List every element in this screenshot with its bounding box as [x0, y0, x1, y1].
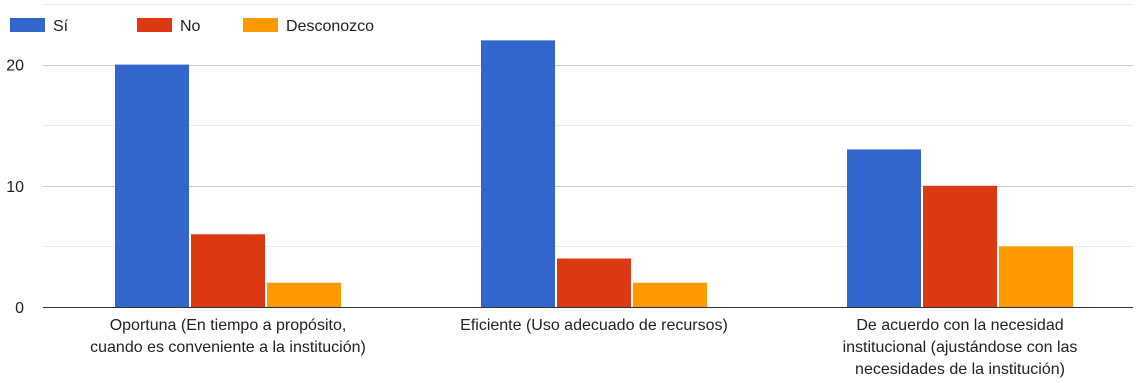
- legend-item-no[interactable]: No: [137, 18, 201, 35]
- y-tick-label: 20: [6, 58, 24, 75]
- category-label: De acuerdo con la necesidad: [856, 317, 1063, 334]
- legend-label: No: [180, 18, 201, 35]
- bar-sí: [115, 64, 189, 307]
- y-tick-label: 0: [15, 300, 24, 317]
- bar-sí: [847, 149, 921, 307]
- bar-desconozco: [633, 282, 707, 307]
- legend-label: Desconozco: [286, 18, 374, 35]
- category-label: Oportuna (En tiempo a propósito,: [110, 317, 347, 334]
- bar-desconozco: [267, 282, 341, 307]
- legend-swatch: [243, 18, 278, 32]
- y-tick-label: 10: [6, 179, 24, 196]
- legend-label: Sí: [53, 18, 69, 35]
- legend-swatch: [10, 18, 45, 32]
- legend-item-desconozco[interactable]: Desconozco: [243, 18, 374, 35]
- bar-no: [557, 258, 631, 307]
- category-label: Eficiente (Uso adecuado de recursos): [460, 317, 728, 334]
- legend[interactable]: Sí No Desconozco: [10, 18, 374, 35]
- legend-swatch: [137, 18, 172, 32]
- category-labels: Oportuna (En tiempo a propósito, cuando e…: [90, 317, 1077, 378]
- category-label: necesidades de la institución): [855, 361, 1065, 378]
- legend-item-sí[interactable]: Sí: [10, 18, 69, 35]
- bars: [115, 40, 1073, 308]
- bar-desconozco: [999, 246, 1073, 307]
- bar-no: [191, 234, 265, 307]
- category-label: institucional (ajustándose con las: [843, 339, 1078, 356]
- bar-sí: [481, 40, 555, 308]
- bar-no: [923, 185, 997, 307]
- category-label: cuando es conveniente a la institución): [90, 339, 366, 356]
- y-axis-ticks: 0 10 20: [6, 58, 24, 317]
